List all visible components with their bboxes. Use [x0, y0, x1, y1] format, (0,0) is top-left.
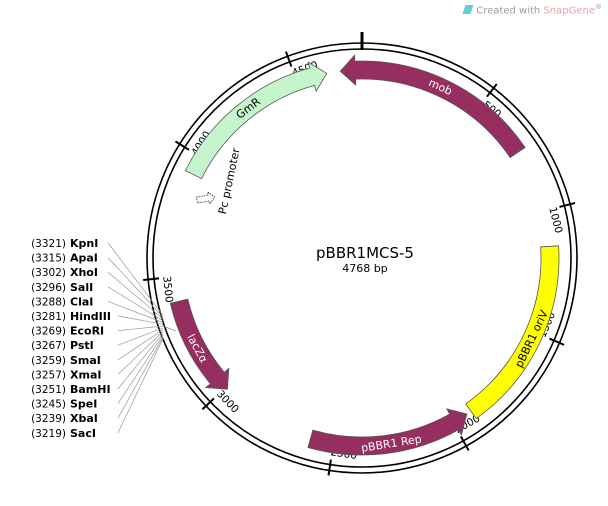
site-row[interactable]: (3321) KpnI	[31, 237, 164, 316]
site-position: (3315)	[31, 253, 66, 265]
site-position: (3251)	[31, 384, 66, 396]
site-row[interactable]: (3288) ClaI	[31, 295, 164, 323]
site-row[interactable]: (3219) SacI	[31, 338, 164, 440]
site-name: XhoI	[70, 266, 98, 279]
tick-mark	[143, 277, 160, 281]
tick-label: 3000	[214, 388, 241, 416]
pc-promoter-label: Pc promoter	[216, 146, 243, 215]
feature-lacz-arrow[interactable]	[169, 298, 230, 390]
watermark-mark: ®	[595, 3, 602, 11]
site-name: SpeI	[70, 398, 97, 411]
site-leader-line	[117, 329, 164, 361]
site-name: ApaI	[70, 252, 98, 265]
site-leader-line	[107, 301, 164, 323]
site-row[interactable]: (3281) HindIII	[31, 310, 164, 325]
site-leader-line	[117, 327, 164, 346]
tick-label: 3500	[160, 276, 175, 304]
site-position: (3267)	[31, 340, 66, 352]
site-leader-line	[107, 286, 164, 321]
site-leader-line	[117, 315, 164, 325]
site-row[interactable]: (3315) ApaI	[31, 252, 164, 318]
site-position: (3281)	[31, 311, 66, 323]
site-position: (3288)	[31, 296, 66, 308]
site-row[interactable]: (3267) PstI	[31, 327, 164, 352]
pc-promoter-icon[interactable]	[195, 191, 216, 206]
restriction-sites: (3321) KpnI (3315) ApaI (3302) XhoI (3296) SalI…	[31, 237, 177, 440]
site-row[interactable]: (3251) BamHI	[31, 333, 164, 396]
site-position: (3257)	[31, 369, 66, 381]
site-position: (3296)	[31, 282, 66, 294]
site-leader-line	[117, 334, 164, 404]
tick-label: 1000	[546, 206, 564, 235]
site-row[interactable]: (3257) XmaI	[31, 331, 164, 382]
site-name: XbaI	[70, 412, 98, 425]
tick-mark	[174, 140, 190, 151]
site-name: SalI	[70, 281, 93, 294]
site-position: (3321)	[31, 238, 66, 250]
site-leader-line	[117, 338, 164, 433]
site-position: (3239)	[31, 413, 66, 425]
tick-mark	[201, 397, 215, 411]
site-name: KpnI	[70, 237, 98, 250]
site-name: XmaI	[70, 368, 101, 381]
site-leader-line	[117, 336, 164, 419]
site-position: (3219)	[31, 428, 66, 440]
site-row[interactable]: (3302) XhoI	[31, 266, 164, 320]
tick-mark	[486, 83, 498, 98]
feature-oriv-arrow[interactable]	[465, 245, 560, 420]
site-position: (3302)	[31, 267, 66, 279]
plasmid-backbone	[146, 32, 578, 474]
site-name: EcoRI	[70, 325, 104, 338]
site-name: SacI	[70, 427, 96, 440]
watermark-prefix: Created with	[476, 5, 544, 17]
tick-mark	[559, 201, 576, 208]
tick-mark	[549, 337, 565, 346]
site-position: (3245)	[31, 399, 66, 411]
site-leader-line	[117, 325, 164, 331]
tick-mark	[284, 51, 293, 67]
site-leader-line	[107, 257, 164, 318]
site-row[interactable]: (3245) SpeI	[31, 334, 164, 411]
site-row[interactable]: (3239) XbaI	[31, 336, 164, 425]
watermark-brand: SnapGene	[543, 5, 595, 17]
site-name: BamHI	[70, 383, 111, 396]
site-leader-line	[117, 331, 164, 375]
site-name: ClaI	[70, 295, 93, 308]
site-position: (3269)	[31, 326, 66, 338]
feature-mob-arrow[interactable]	[339, 54, 526, 159]
tick-mark	[460, 435, 470, 451]
feature-gmr-arrow[interactable]	[184, 61, 328, 180]
plasmid-length: 4768 bp	[342, 262, 387, 275]
site-leader-stem	[162, 325, 177, 332]
site-row[interactable]: (3259) SmaI	[31, 329, 164, 367]
site-row[interactable]: (3269) EcoRI	[31, 325, 164, 338]
plasmid-name: pBBR1MCS-5	[316, 244, 414, 262]
snapgene-watermark: Created with SnapGene®	[462, 3, 602, 17]
site-leader-line	[107, 271, 164, 320]
feature-rep-arrow[interactable]	[307, 408, 468, 456]
site-name: PstI	[70, 339, 94, 352]
site-position: (3259)	[31, 355, 66, 367]
site-leader-line	[107, 242, 164, 316]
tick-mark	[327, 459, 332, 476]
site-leader-line	[117, 333, 164, 390]
site-name: HindIII	[70, 310, 111, 323]
site-name: SmaI	[70, 354, 101, 367]
site-row[interactable]: (3296) SalI	[31, 281, 164, 321]
